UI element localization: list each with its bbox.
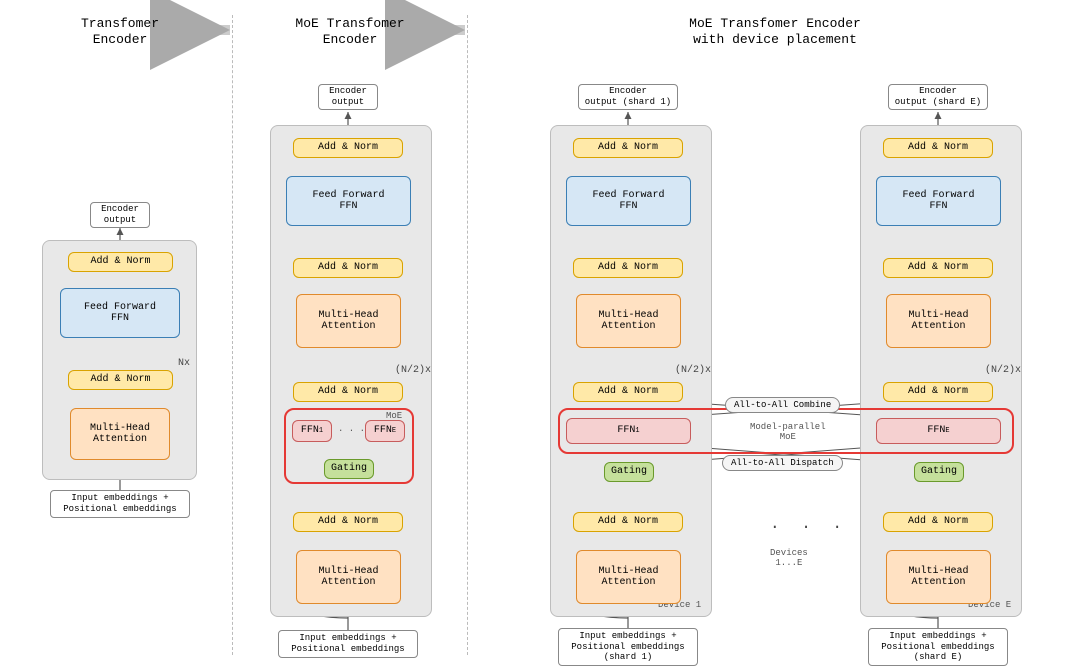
divider-2 [467,15,468,655]
col2-mha-bottom: Multi-Head Attention [296,550,401,604]
all-to-all-dispatch-pill: All-to-All Dispatch [722,455,843,471]
col2-ffne-text: FFN [374,425,392,437]
col3b-n2x-label: (N/2)x [985,365,1021,376]
col3a-gating: Gating [604,462,654,482]
col3b-gating: Gating [914,462,964,482]
col3a-addnorm-4: Add & Norm [573,138,683,158]
col2-addnorm-1: Add & Norm [293,512,403,532]
title-col3-line2: with device placement [693,32,857,47]
col3a-input-embeddings: Input embeddings + Positional embeddings… [558,628,698,666]
col2-addnorm-2: Add & Norm [293,382,403,402]
col3a-addnorm-1: Add & Norm [573,512,683,532]
device-ellipsis-dots: . . . [770,515,848,533]
col3b-ffn-top: Feed Forward FFN [876,176,1001,226]
col3b-mha-top: Multi-Head Attention [886,294,991,348]
col3b-mha-bottom: Multi-Head Attention [886,550,991,604]
col3a-addnorm-2: Add & Norm [573,382,683,402]
col1-addnorm-2: Add & Norm [68,252,173,272]
col2-expert-ellipsis: . . . [338,424,365,434]
title-col3-line1: MoE Transfomer Encoder [689,16,861,31]
title-col3: MoE Transfomer Encoder with device place… [660,16,890,47]
title-col2-line1: MoE Transfomer [295,16,404,31]
col3a-addnorm-3: Add & Norm [573,258,683,278]
title-col1-line2: Encoder [93,32,148,47]
col1-addnorm-1: Add & Norm [68,370,173,390]
col1-nx-label: Nx [178,358,190,369]
col2-ffn-top: Feed Forward FFN [286,176,411,226]
col2-input-embeddings: Input embeddings + Positional embeddings [278,630,418,658]
col3b-addnorm-4: Add & Norm [883,138,993,158]
col1-encoder-output: Encoder output [90,202,150,228]
col3b-input-embeddings: Input embeddings + Positional embeddings… [868,628,1008,666]
col1-mha: Multi-Head Attention [70,408,170,460]
col3-mpmoe-label: Model-parallel MoE [750,422,826,442]
col3b-addnorm-2: Add & Norm [883,382,993,402]
col3a-mha-top: Multi-Head Attention [576,294,681,348]
col2-addnorm-4: Add & Norm [293,138,403,158]
col2-gating: Gating [324,459,374,479]
col3a-ffn-top: Feed Forward FFN [566,176,691,226]
title-col1-line1: Transfomer [81,16,159,31]
col2-ffn1-text: FFN [301,425,319,437]
col2-mha-top: Multi-Head Attention [296,294,401,348]
col2-ffn1-sub: 1 [319,427,323,435]
col2-addnorm-3: Add & Norm [293,258,403,278]
title-col2: MoE Transfomer Encoder [275,16,425,47]
title-col1: Transfomer Encoder [55,16,185,47]
col3a-mha-bottom: Multi-Head Attention [576,550,681,604]
col2-n2x-label: (N/2)x [395,365,431,376]
divider-1 [232,15,233,655]
col3a-n2x-label: (N/2)x [675,365,711,376]
col3b-addnorm-3: Add & Norm [883,258,993,278]
col3b-addnorm-1: Add & Norm [883,512,993,532]
col2-ffn-expert-1: FFN1 [292,420,332,442]
col2-ffn-expert-e: FFNE [365,420,405,442]
col1-ffn: Feed Forward FFN [60,288,180,338]
col2-ffne-sub: E [392,427,396,435]
col3b-encoder-output: Encoder output (shard E) [888,84,988,110]
devices-range-label: Devices 1...E [770,548,808,568]
col1-input-embeddings: Input embeddings + Positional embeddings [50,490,190,518]
col3a-encoder-output: Encoder output (shard 1) [578,84,678,110]
title-col2-line2: Encoder [323,32,378,47]
all-to-all-combine-pill: All-to-All Combine [725,397,840,413]
col2-encoder-output: Encoder output [318,84,378,110]
